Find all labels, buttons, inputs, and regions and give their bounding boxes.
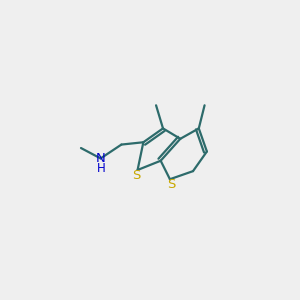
Text: S: S [167,178,175,191]
Text: S: S [132,169,141,182]
Text: H: H [97,162,106,175]
Text: N: N [96,152,106,165]
